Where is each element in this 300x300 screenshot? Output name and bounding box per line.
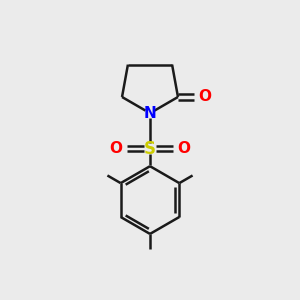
Text: O: O (177, 141, 190, 156)
Text: O: O (110, 141, 123, 156)
Text: O: O (198, 89, 211, 104)
Text: S: S (144, 140, 156, 158)
Text: N: N (144, 106, 156, 121)
